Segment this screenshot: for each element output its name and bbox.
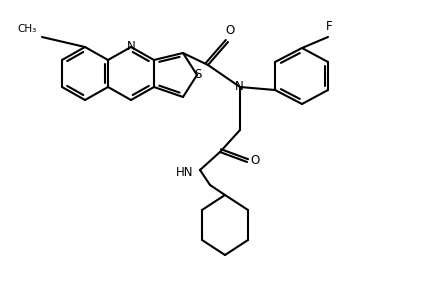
Text: N: N — [235, 81, 243, 94]
Text: S: S — [194, 68, 202, 81]
Text: O: O — [250, 153, 260, 166]
Text: HN: HN — [176, 165, 193, 178]
Text: F: F — [326, 20, 332, 33]
Text: N: N — [126, 40, 135, 53]
Text: CH₃: CH₃ — [18, 24, 37, 34]
Text: O: O — [225, 24, 235, 37]
